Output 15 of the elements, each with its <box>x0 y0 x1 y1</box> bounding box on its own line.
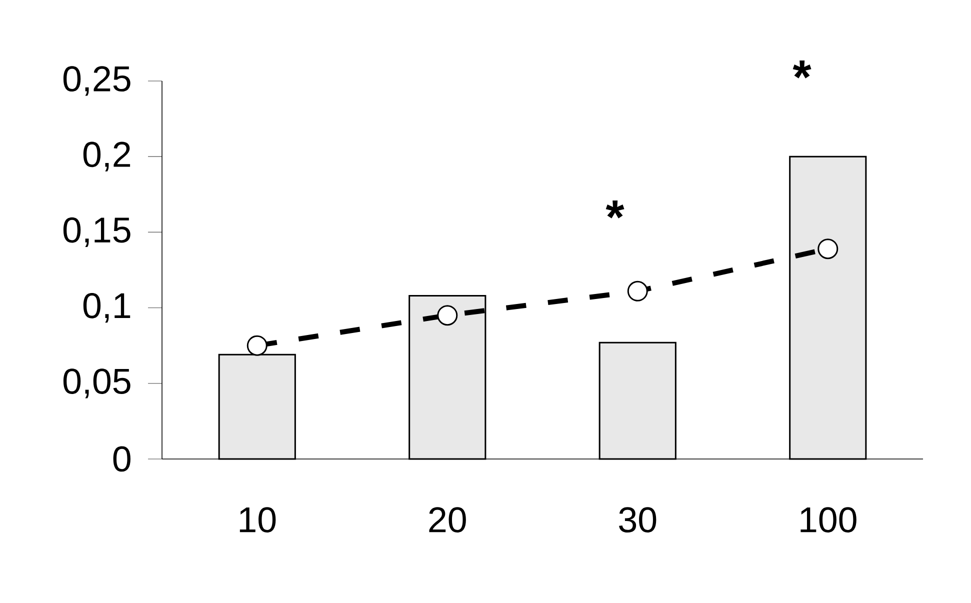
point <box>437 305 458 326</box>
y-tick-label: 0,15 <box>63 217 130 248</box>
point <box>627 280 648 302</box>
y-tick-label: 0 <box>113 446 130 472</box>
x-tick-label: 30 <box>619 507 656 533</box>
x-tick-label: 10 <box>240 507 276 533</box>
y-tick-label: 0,25 <box>63 66 130 96</box>
text: * <box>792 60 812 78</box>
point <box>818 238 838 260</box>
y-tick-label: 0,1 <box>83 292 130 323</box>
x-tick-label: 20 <box>429 507 466 533</box>
y-tick-label: 0,05 <box>63 368 130 398</box>
annotation: * <box>606 200 624 218</box>
x-tick-label: 100 <box>800 507 856 533</box>
y-tick-label: 0,2 <box>83 142 130 172</box>
